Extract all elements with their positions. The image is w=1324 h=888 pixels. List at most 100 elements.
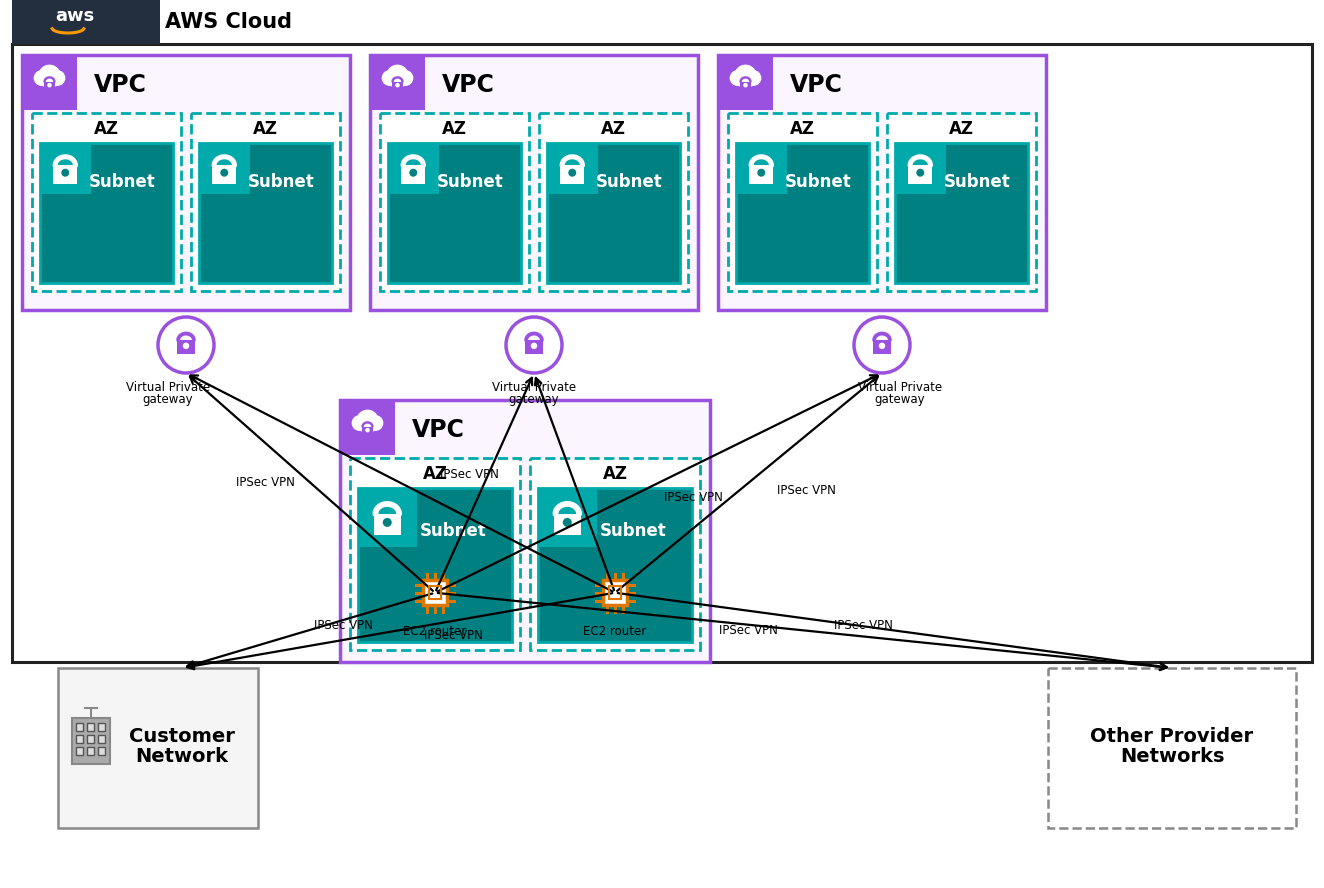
Text: Subnet: Subnet	[437, 173, 504, 191]
Bar	[75, 747, 83, 755]
Bar	[873, 340, 891, 354]
Circle shape	[387, 66, 408, 86]
Text: AZ: AZ	[601, 120, 626, 138]
Bar	[908, 165, 932, 184]
Bar	[388, 143, 522, 283]
Text: Subnet: Subnet	[944, 173, 1010, 191]
Bar	[728, 113, 876, 291]
Bar	[340, 400, 710, 662]
Circle shape	[531, 344, 536, 348]
Circle shape	[735, 66, 756, 86]
Bar	[547, 143, 681, 283]
Text: Virtual Private: Virtual Private	[126, 381, 211, 394]
Circle shape	[34, 71, 49, 85]
Bar	[350, 458, 520, 650]
Bar	[32, 113, 181, 291]
Text: IPSec VPN: IPSec VPN	[834, 619, 892, 632]
Bar	[75, 735, 83, 743]
Circle shape	[383, 71, 397, 85]
Circle shape	[759, 170, 764, 176]
Bar	[340, 400, 395, 455]
Bar	[749, 165, 773, 184]
Text: gateway: gateway	[508, 393, 559, 406]
Text: Virtual Private: Virtual Private	[493, 381, 576, 394]
Bar	[212, 165, 236, 184]
Bar	[422, 580, 448, 606]
Text: Subnet: Subnet	[248, 173, 315, 191]
Circle shape	[48, 83, 52, 87]
Bar	[373, 514, 401, 535]
Bar	[58, 668, 258, 828]
Circle shape	[41, 75, 52, 86]
Circle shape	[564, 519, 571, 527]
Bar	[718, 55, 773, 110]
Bar	[369, 55, 698, 310]
Circle shape	[352, 416, 367, 430]
Text: Customer: Customer	[128, 726, 234, 746]
Text: AWS Cloud: AWS Cloud	[166, 12, 293, 32]
Bar	[53, 165, 77, 184]
Text: AZ: AZ	[602, 465, 628, 483]
Circle shape	[221, 170, 228, 176]
Bar	[547, 143, 597, 194]
Circle shape	[62, 170, 69, 176]
Bar	[553, 514, 581, 535]
Circle shape	[744, 83, 747, 87]
Text: gateway: gateway	[875, 393, 925, 406]
Circle shape	[50, 71, 65, 85]
Text: IPSec VPN: IPSec VPN	[424, 629, 483, 642]
Bar	[1049, 668, 1296, 828]
Circle shape	[384, 519, 391, 527]
Text: IPSec VPN: IPSec VPN	[665, 491, 723, 504]
Bar	[87, 723, 94, 731]
Bar	[380, 113, 530, 291]
Circle shape	[357, 410, 379, 432]
Text: Other Provider: Other Provider	[1091, 726, 1254, 746]
Text: IPSec VPN: IPSec VPN	[719, 624, 779, 637]
Bar	[98, 723, 105, 731]
Bar	[388, 143, 438, 194]
Bar	[560, 165, 584, 184]
Text: Subnet: Subnet	[420, 522, 487, 540]
Bar	[71, 718, 110, 764]
Text: Virtual Private: Virtual Private	[858, 381, 943, 394]
Text: VPC: VPC	[94, 73, 147, 97]
Bar	[736, 143, 786, 194]
Text: IPSec VPN: IPSec VPN	[236, 476, 295, 489]
Text: AZ: AZ	[949, 120, 974, 138]
Bar	[12, 0, 160, 44]
Circle shape	[388, 75, 400, 86]
Bar	[40, 143, 90, 194]
Bar	[740, 82, 751, 91]
Circle shape	[731, 71, 745, 85]
Circle shape	[743, 75, 755, 86]
Circle shape	[410, 170, 417, 176]
Bar	[191, 113, 340, 291]
Circle shape	[879, 344, 884, 348]
Circle shape	[46, 75, 58, 86]
Text: IPSec VPN: IPSec VPN	[314, 619, 373, 632]
Text: AZ: AZ	[422, 465, 448, 483]
Bar	[609, 586, 621, 599]
Bar	[98, 747, 105, 755]
Bar	[539, 113, 688, 291]
Bar	[530, 458, 700, 650]
Bar	[538, 488, 597, 546]
Bar	[98, 735, 105, 743]
Text: Network: Network	[135, 747, 229, 765]
Circle shape	[918, 170, 924, 176]
Bar	[87, 735, 94, 743]
Bar	[199, 143, 332, 283]
Bar	[44, 82, 56, 91]
Circle shape	[38, 66, 60, 86]
Bar	[361, 426, 373, 435]
Bar	[602, 580, 628, 606]
Circle shape	[855, 319, 908, 371]
Text: VPC: VPC	[442, 73, 495, 97]
Bar	[887, 113, 1035, 291]
Circle shape	[396, 83, 399, 87]
Text: AZ: AZ	[442, 120, 467, 138]
Bar	[357, 488, 417, 546]
Text: AZ: AZ	[790, 120, 816, 138]
Bar	[87, 747, 94, 755]
